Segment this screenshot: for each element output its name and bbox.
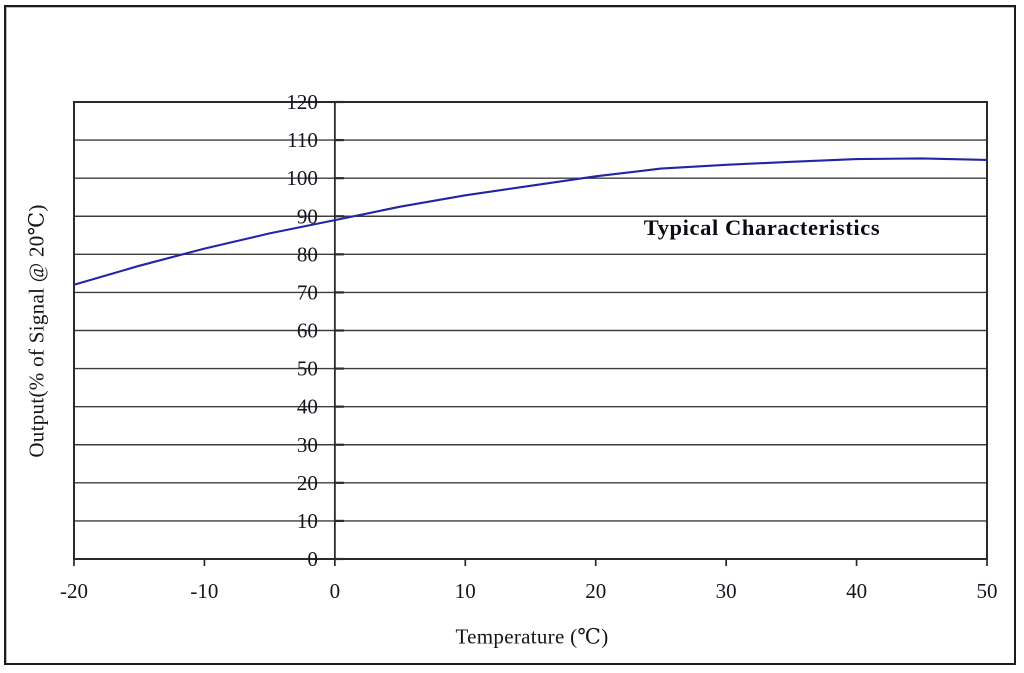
y-tick-label: 90 <box>297 204 318 228</box>
y-tick-label: 10 <box>297 509 318 533</box>
x-tick-label: 20 <box>585 579 606 603</box>
y-tick-label: 50 <box>297 357 318 381</box>
x-tick-label: 30 <box>716 579 737 603</box>
y-tick-label: 80 <box>297 242 318 266</box>
figure-outer-frame <box>4 5 1016 665</box>
y-axis-title: Output(% of Signal @ 20℃) <box>24 204 49 458</box>
y-tick-label: 120 <box>286 90 318 114</box>
y-tick-label: 30 <box>297 433 318 457</box>
y-tick-label: 40 <box>297 395 318 419</box>
y-tick-label: 110 <box>287 128 318 152</box>
x-tick-labels: -20 -10 0 10 20 30 40 50 <box>60 579 998 603</box>
x-tick-label: 50 <box>977 579 998 603</box>
x-tick-label: 40 <box>846 579 867 603</box>
horizontal-gridlines <box>74 101 987 560</box>
x-tick-label: -10 <box>190 579 218 603</box>
x-axis-ticks <box>73 559 988 566</box>
x-tick-label: 0 <box>330 579 341 603</box>
y-axis-line-at-zero <box>333 100 344 561</box>
series-output-curve <box>72 157 989 286</box>
y-tick-label: 70 <box>297 280 318 304</box>
y-tick-label: 60 <box>297 319 318 343</box>
plot-border <box>73 101 988 560</box>
annotation-typical-characteristics: Typical Characteristics <box>643 215 881 240</box>
y-tick-label: 20 <box>297 471 318 495</box>
y-tick-label: 0 <box>307 547 318 571</box>
x-tick-label: -20 <box>60 579 88 603</box>
x-tick-label: 10 <box>455 579 476 603</box>
x-axis-title: Temperature (℃) <box>455 624 609 649</box>
y-tick-labels: 0 10 20 30 40 50 60 70 80 90 100 110 120 <box>286 90 318 571</box>
y-tick-label: 100 <box>286 166 318 190</box>
